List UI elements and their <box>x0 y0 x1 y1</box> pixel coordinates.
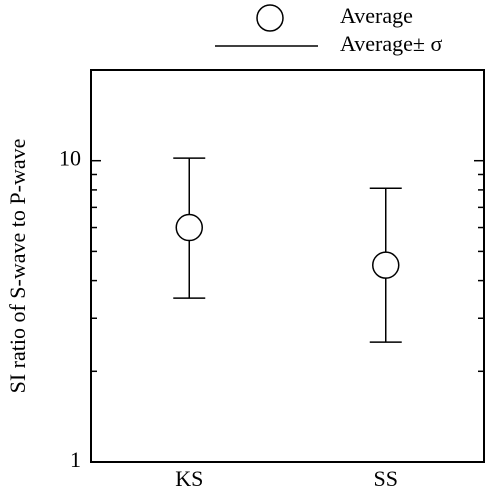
x-tick-label: KS <box>175 466 203 491</box>
y-tick-label: 10 <box>59 146 81 171</box>
x-tick-label: SS <box>374 466 398 491</box>
legend-label: Average <box>340 3 413 28</box>
legend-label: Average± σ <box>340 31 442 56</box>
y-tick-label: 1 <box>70 447 81 472</box>
y-axis-label: SI ratio of S-wave to P-wave <box>5 139 30 394</box>
legend-marker <box>256 4 284 32</box>
average-marker <box>372 251 400 279</box>
average-marker <box>175 213 203 242</box>
plot-frame <box>90 69 485 463</box>
